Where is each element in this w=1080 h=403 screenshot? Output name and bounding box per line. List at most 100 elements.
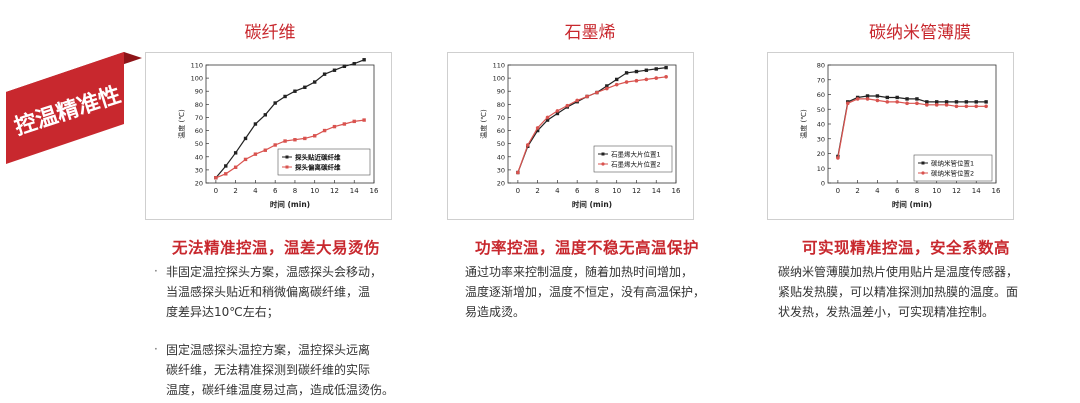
- legend-label: 石墨烯大片位置2: [611, 160, 661, 169]
- y-tick-label: 70: [497, 114, 505, 122]
- x-tick-label: 2: [233, 187, 237, 195]
- column-title-cnt-film: 碳纳米管薄膜: [869, 23, 971, 43]
- data-point: [293, 138, 297, 142]
- data-point: [585, 94, 589, 99]
- y-tick-label: 50: [195, 140, 203, 148]
- data-point: [905, 101, 909, 106]
- y-tick-label: 60: [497, 127, 505, 135]
- x-tick-label: 14: [972, 187, 981, 195]
- y-tick-label: 90: [195, 88, 203, 96]
- y-tick-label: 40: [817, 121, 825, 129]
- data-point: [233, 165, 238, 169]
- y-tick-label: 20: [195, 180, 203, 188]
- legend-swatch-marker: [601, 162, 605, 166]
- y-tick-label: 80: [817, 62, 825, 70]
- data-point: [654, 76, 659, 80]
- data-point: [915, 101, 919, 106]
- x-tick-label: 4: [253, 187, 258, 195]
- y-tick-label: 50: [497, 140, 505, 148]
- data-point: [352, 119, 356, 124]
- x-tick-label: 4: [555, 187, 560, 195]
- x-tick-label: 14: [652, 187, 661, 195]
- legend-swatch-marker: [285, 155, 289, 159]
- y-tick-label: 40: [195, 153, 203, 161]
- data-point: [283, 139, 287, 143]
- paragraph-graphene: 通过功率来控制温度，随着加热时间增加， 温度逐渐增加，温度不恒定，没有高温保护，…: [465, 262, 705, 322]
- data-point: [362, 58, 366, 62]
- x-tick-label: 0: [516, 187, 520, 195]
- data-point: [935, 100, 939, 104]
- data-point: [605, 84, 609, 88]
- data-point: [885, 100, 890, 104]
- banner-ribbon-shape: [6, 52, 124, 164]
- data-point: [964, 100, 969, 104]
- y-tick-label: 110: [191, 62, 203, 70]
- legend-swatch-marker: [921, 161, 925, 165]
- y-tick-label: 0: [821, 180, 825, 188]
- data-point: [915, 97, 919, 101]
- data-point: [944, 100, 949, 104]
- legend-box: [277, 148, 371, 176]
- y-axis-label: 温度 (℃): [799, 109, 808, 139]
- data-point: [634, 78, 639, 83]
- data-point: [313, 80, 317, 84]
- series-line: [517, 76, 667, 173]
- data-point: [263, 148, 267, 152]
- y-tick-label: 50: [817, 106, 825, 114]
- x-axis-label: 时间 (min): [892, 199, 932, 209]
- data-point: [224, 172, 228, 176]
- plot-frame: [205, 64, 375, 184]
- x-tick-label: 8: [595, 187, 599, 195]
- data-point: [954, 104, 959, 109]
- y-tick-label: 80: [195, 101, 203, 109]
- data-point: [575, 98, 579, 103]
- data-point: [624, 71, 629, 75]
- data-point: [605, 86, 609, 91]
- series-line: [837, 98, 987, 159]
- data-point: [545, 115, 550, 120]
- x-tick-label: 12: [632, 187, 641, 195]
- legend-swatch-marker: [285, 165, 289, 169]
- data-point: [332, 68, 337, 72]
- y-tick-label: 10: [817, 165, 825, 173]
- section-heading-graphene: 功率控温，温度不稳无高温保护: [475, 239, 700, 257]
- data-point: [634, 69, 639, 74]
- y-tick-label: 30: [195, 166, 203, 174]
- data-point: [925, 103, 929, 107]
- data-point: [273, 143, 277, 147]
- data-point: [565, 103, 570, 108]
- data-point: [664, 75, 668, 79]
- series-line: [837, 95, 987, 157]
- data-point: [845, 101, 850, 106]
- chart-carbon-fiber: 0 2 4 6 8 10 12 14 16 20 30 40 50 60 70 80 90 100 110 时间 (m…: [145, 52, 392, 220]
- y-tick-label: 90: [497, 88, 505, 96]
- legend-box: [593, 145, 673, 173]
- x-tick-label: 0: [836, 187, 840, 195]
- data-point: [342, 64, 347, 69]
- data-point: [342, 122, 347, 126]
- paragraph-carbon-fiber-2: 固定温感探头温控方案，温控探头远离 碳纤维，无法精准探测到碳纤维的实际 温度，碳…: [166, 340, 394, 400]
- x-tick-label: 8: [293, 187, 297, 195]
- data-point: [332, 124, 337, 129]
- data-point: [233, 151, 238, 155]
- data-point: [352, 61, 356, 66]
- x-tick-label: 0: [214, 187, 218, 195]
- data-point: [644, 77, 649, 82]
- text-line: 紧贴发热膜，可以精准探测加热膜的温度。面: [778, 285, 1019, 299]
- data-point: [253, 122, 258, 126]
- data-point: [654, 67, 658, 71]
- data-point: [303, 85, 307, 89]
- text-line: 碳纤维，无法精准探测到碳纤维的实际: [166, 363, 371, 377]
- text-line: 非固定温控探头方案，温感探头会移动，: [166, 265, 383, 279]
- data-point: [855, 97, 860, 101]
- data-point: [214, 176, 218, 180]
- y-tick-label: 100: [493, 75, 505, 83]
- y-tick-label: 110: [493, 62, 505, 70]
- data-point: [885, 95, 889, 100]
- text-line: 状发热，发热温差小，可实现精准控制。: [778, 305, 995, 319]
- x-tick-label: 2: [855, 187, 859, 195]
- y-axis-label: 温度 (℃): [479, 109, 488, 139]
- column-title-graphene: 石墨烯: [564, 23, 616, 43]
- data-point: [313, 134, 317, 138]
- data-point: [905, 97, 909, 101]
